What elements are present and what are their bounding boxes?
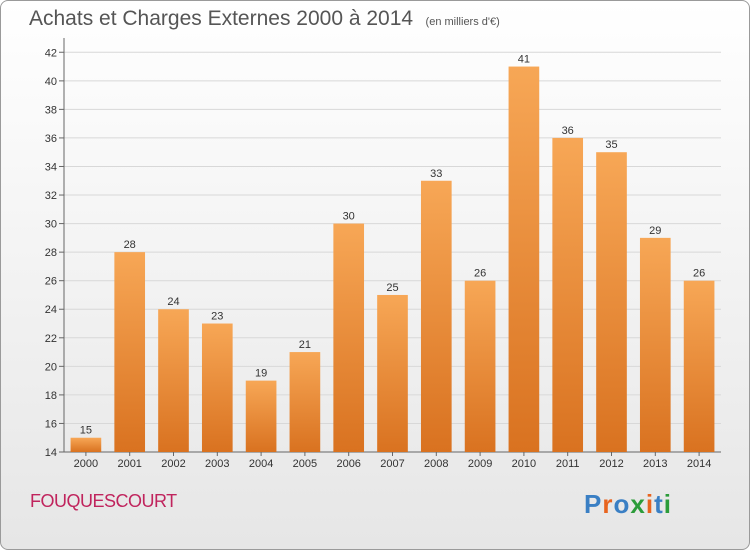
data-label: 26: [693, 268, 705, 280]
y-tick-label: 22: [45, 333, 57, 345]
y-tick-label: 30: [45, 219, 57, 231]
data-label: 21: [299, 339, 311, 351]
data-label: 29: [649, 225, 661, 237]
logo-letter: P: [584, 489, 603, 519]
x-tick-label: 2012: [599, 458, 623, 470]
data-label: 33: [430, 168, 442, 180]
data-label: 23: [211, 311, 223, 323]
y-tick-label: 24: [45, 304, 57, 316]
bar-2014: [683, 280, 715, 452]
chart-unit: (en milliers d'€): [425, 16, 500, 28]
bar-2007: [377, 294, 408, 452]
labels: 14 16 18 20 22 24 26 28 30 32 34 36 38 40 42 2000 15 2001…: [45, 47, 712, 470]
y-tick-label: 20: [45, 361, 57, 373]
y-tick-label: 34: [45, 161, 57, 173]
logo-letter: o: [613, 489, 631, 519]
x-tick-label: 2010: [512, 458, 536, 470]
bar-2013: [639, 237, 671, 452]
data-label: 30: [343, 211, 355, 223]
logo-letter: i: [663, 489, 672, 519]
x-tick-label: 2007: [380, 458, 404, 470]
logo-letter: i: [645, 489, 655, 519]
data-label: 25: [386, 282, 398, 294]
x-tick-label: 2011: [556, 458, 580, 470]
x-tick-label: 2009: [468, 458, 492, 470]
x-tick-label: 2013: [643, 458, 667, 470]
chart-title: Achats et Charges Externes 2000 à 2014: [29, 7, 414, 30]
bar-2012: [596, 152, 627, 452]
bar-2004: [245, 380, 277, 452]
x-tick-label: 2006: [336, 458, 360, 470]
bars: [70, 66, 715, 453]
y-tick-label: 28: [45, 247, 57, 259]
data-label: 36: [562, 125, 574, 137]
bar-2011: [552, 137, 584, 452]
data-label: 26: [474, 268, 486, 280]
y-tick-label: 14: [45, 447, 57, 459]
bar-2005: [289, 352, 321, 452]
bar-2008: [420, 180, 452, 453]
bar-2010: [508, 66, 540, 452]
bar-2009: [464, 280, 496, 452]
data-label: 24: [167, 296, 179, 308]
y-tick-label: 32: [45, 190, 57, 202]
y-tick-label: 26: [45, 276, 57, 288]
y-tick-label: 42: [45, 47, 57, 59]
bar-2001: [114, 252, 146, 452]
y-tick-label: 16: [45, 418, 57, 430]
y-tick-label: 36: [45, 133, 57, 145]
x-tick-label: 2014: [687, 458, 711, 470]
data-label: 41: [518, 54, 530, 66]
chart-title-block: Achats et Charges Externes 2000 à 2014 (…: [29, 7, 500, 31]
data-label: 28: [124, 239, 136, 251]
logo-letter: t: [654, 489, 664, 519]
bar-2003: [201, 323, 233, 452]
x-tick-label: 2005: [293, 458, 317, 470]
bar-2006: [333, 223, 365, 452]
x-tick-label: 2008: [424, 458, 448, 470]
y-tick-label: 18: [45, 390, 57, 402]
place-name: FOUQUESCOURT: [30, 491, 177, 511]
y-tick-label: 40: [45, 76, 57, 88]
y-tick-label: 38: [45, 104, 57, 116]
x-tick-label: 2004: [249, 458, 273, 470]
logo-letter: x: [630, 489, 646, 519]
data-label: 35: [605, 139, 617, 151]
x-tick-label: 2001: [117, 458, 141, 470]
data-label: 15: [80, 425, 92, 437]
data-label: 19: [255, 368, 267, 380]
proxiti-logo: Proxiti: [584, 489, 672, 520]
x-tick-label: 2003: [205, 458, 229, 470]
logo-letter: r: [602, 489, 614, 519]
x-tick-label: 2002: [161, 458, 185, 470]
bar-2002: [158, 309, 189, 452]
bar-2000: [70, 437, 102, 452]
x-tick-label: 2000: [74, 458, 98, 470]
